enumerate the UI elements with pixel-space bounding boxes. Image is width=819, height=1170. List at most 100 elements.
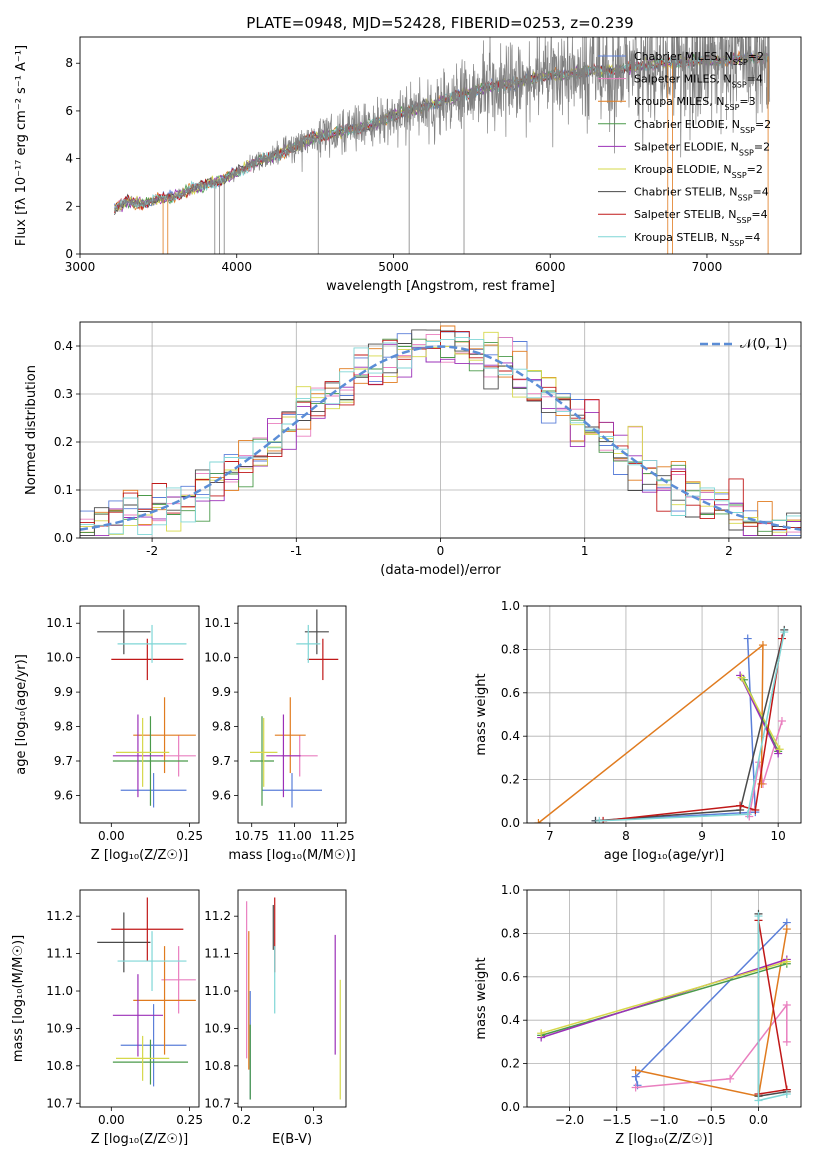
weight-marker xyxy=(782,1001,791,1010)
weight-marker xyxy=(534,819,543,823)
y-tick-label: 0.0 xyxy=(501,816,520,830)
y-tick-label: 11.1 xyxy=(204,947,231,961)
y-tick-label: 9.8 xyxy=(212,720,231,734)
y-tick-label: 0.3 xyxy=(54,387,73,401)
x-axis-label: Z [log₁₀(Z/Z☉)] xyxy=(91,1132,188,1147)
plot-frame xyxy=(526,605,802,824)
weight-marker xyxy=(595,816,604,823)
weight-series-line xyxy=(599,631,786,822)
x-tick-label: 2 xyxy=(725,544,733,558)
y-axis-label: age [log₁₀(age/yr)] xyxy=(14,654,29,775)
residual-histogram xyxy=(80,329,801,537)
plot-frame xyxy=(79,605,200,824)
legend-label: Salpeter ELODIE, NSSP=2 xyxy=(634,140,770,157)
y-tick-label: 9.9 xyxy=(212,685,231,699)
weight-marker xyxy=(754,1096,763,1105)
x-axis-label: (data-model)/error xyxy=(380,563,501,578)
y-tick-label: 0.4 xyxy=(54,339,73,353)
weight-marker xyxy=(780,628,789,637)
x-tick-label: 11.00 xyxy=(277,829,311,843)
y-tick-label: 4 xyxy=(65,152,73,166)
weight-series-line xyxy=(537,643,764,823)
y-tick-label: 10.0 xyxy=(204,651,231,665)
weight-vs-metallicity-panel: −2.0 −1.5 −1.0 −0.5 0.0 0.0 0.2 0.4 0.6 0.8 1.0 Z [… xyxy=(474,883,802,1147)
x-axis-label: mass [log₁₀(M/M☉)] xyxy=(228,848,355,863)
weight-marker xyxy=(736,801,745,810)
y-tick-label: 9.7 xyxy=(212,754,231,768)
x-axis-label: Z [log₁₀(Z/Z☉)] xyxy=(615,1132,712,1147)
y-tick-label: 0.2 xyxy=(501,1057,520,1071)
x-tick-label: −1.0 xyxy=(649,1113,678,1127)
weight-series-line xyxy=(595,638,757,822)
y-tick-label: 8 xyxy=(65,56,73,70)
legend-label: Kroupa STELIB, NSSP=4 xyxy=(634,231,760,248)
legend-label: Chabrier STELIB, NSSP=4 xyxy=(634,186,769,203)
figure-title: PLATE=0948, MJD=52428, FIBERID=0253, z=0… xyxy=(246,14,633,32)
y-tick-label: 1.0 xyxy=(501,599,520,613)
plot-frame xyxy=(526,889,802,1108)
legend-subscript: SSP xyxy=(732,171,747,180)
plot-frame xyxy=(237,889,347,1108)
legend-nssp: =2 xyxy=(747,163,763,176)
y-tick-label: 6 xyxy=(65,104,73,118)
legend-subscript: SSP xyxy=(732,80,747,89)
x-tick-label: 10.75 xyxy=(235,829,269,843)
x-tick-label: 5000 xyxy=(378,260,409,274)
plot-frame xyxy=(79,889,200,1108)
legend-label: Kroupa MILES, NSSP=3 xyxy=(634,95,756,112)
legend-subscript: SSP xyxy=(738,193,753,202)
x-axis-label: E(B-V) xyxy=(272,1132,312,1147)
x-tick-label: 3000 xyxy=(65,260,96,274)
weight-marker xyxy=(758,641,767,650)
y-axis-label: mass weight xyxy=(474,673,489,755)
weight-marker xyxy=(631,1083,640,1092)
plot-frame xyxy=(79,321,802,539)
x-tick-label: 8 xyxy=(622,829,630,843)
mass-vs-metallicity-panel: 0.00 0.25 10.7 10.8 10.9 11.0 11.1 11.2 Z [log₁₀… xyxy=(11,889,203,1147)
x-tick-label: 10 xyxy=(771,829,786,843)
y-tick-label: 11.2 xyxy=(46,909,73,923)
x-tick-label: -1 xyxy=(290,544,302,558)
legend-label: 𝒩(0, 1) xyxy=(740,337,787,352)
x-tick-label: −1.5 xyxy=(602,1113,631,1127)
age-vs-metallicity-panel: 0.00 0.25 9.6 9.7 9.8 9.9 10.0 10.1 Z [log₁₀(Z/Z… xyxy=(14,605,203,863)
y-axis-label: Normed distribution xyxy=(24,365,39,495)
weight-series-line xyxy=(740,677,781,750)
weight-vs-age-panel: 7 8 9 10 0.0 0.2 0.4 0.6 0.8 1.0 age [log₁₀(age/yr… xyxy=(474,599,802,863)
weight-marker xyxy=(631,1066,640,1075)
y-tick-label: 11.0 xyxy=(204,984,231,998)
weight-marker xyxy=(751,805,760,814)
legend-subscript: SSP xyxy=(724,103,739,112)
weight-marker xyxy=(777,717,786,726)
y-tick-label: 0.8 xyxy=(501,926,520,940)
y-axis-label: mass weight xyxy=(474,957,489,1039)
y-tick-label: 0.6 xyxy=(501,686,520,700)
mass-vs-extinction-panel: 0.2 0.3 10.7 10.8 10.9 11.0 11.1 11.2 E(B-V) xyxy=(204,889,347,1147)
y-tick-label: 0.4 xyxy=(501,729,520,743)
weight-marker xyxy=(754,912,763,921)
y-axis-label: mass [log₁₀(M/M☉)] xyxy=(11,935,26,1062)
x-axis-label: age [log₁₀(age/yr)] xyxy=(604,848,725,863)
x-tick-label: 4000 xyxy=(221,260,252,274)
legend-label: Salpeter MILES, NSSP=4 xyxy=(634,73,763,90)
weight-marker xyxy=(633,1081,642,1090)
legend-label: Chabrier ELODIE, NSSP=2 xyxy=(634,118,771,135)
legend-label: Kroupa ELODIE, NSSP=2 xyxy=(634,163,763,180)
y-tick-label: 10.9 xyxy=(204,1021,231,1035)
legend-nssp: =2 xyxy=(754,140,770,153)
x-tick-label: 0.0 xyxy=(749,1113,768,1127)
age-vs-mass-panel: 10.75 11.00 11.25 9.6 9.7 9.8 9.9 10.0 10.1 mass … xyxy=(204,605,356,863)
weight-marker xyxy=(782,925,791,934)
gaussian-reference-curve xyxy=(79,345,802,531)
weight-marker xyxy=(726,1074,735,1083)
x-tick-label: 0.00 xyxy=(98,1113,125,1127)
weight-series-line xyxy=(595,629,786,822)
weight-series-line xyxy=(540,960,788,1034)
residuals-panel: -2 -1 0 1 2 0.0 0.1 0.2 0.3 0.4 (data-model)/error… xyxy=(24,321,802,578)
x-tick-label: 0.00 xyxy=(98,829,125,843)
x-tick-label: 0.25 xyxy=(176,829,203,843)
y-tick-label: 0.0 xyxy=(54,531,73,545)
x-tick-label: 0.3 xyxy=(304,1113,323,1127)
weight-series-line xyxy=(540,958,788,1039)
